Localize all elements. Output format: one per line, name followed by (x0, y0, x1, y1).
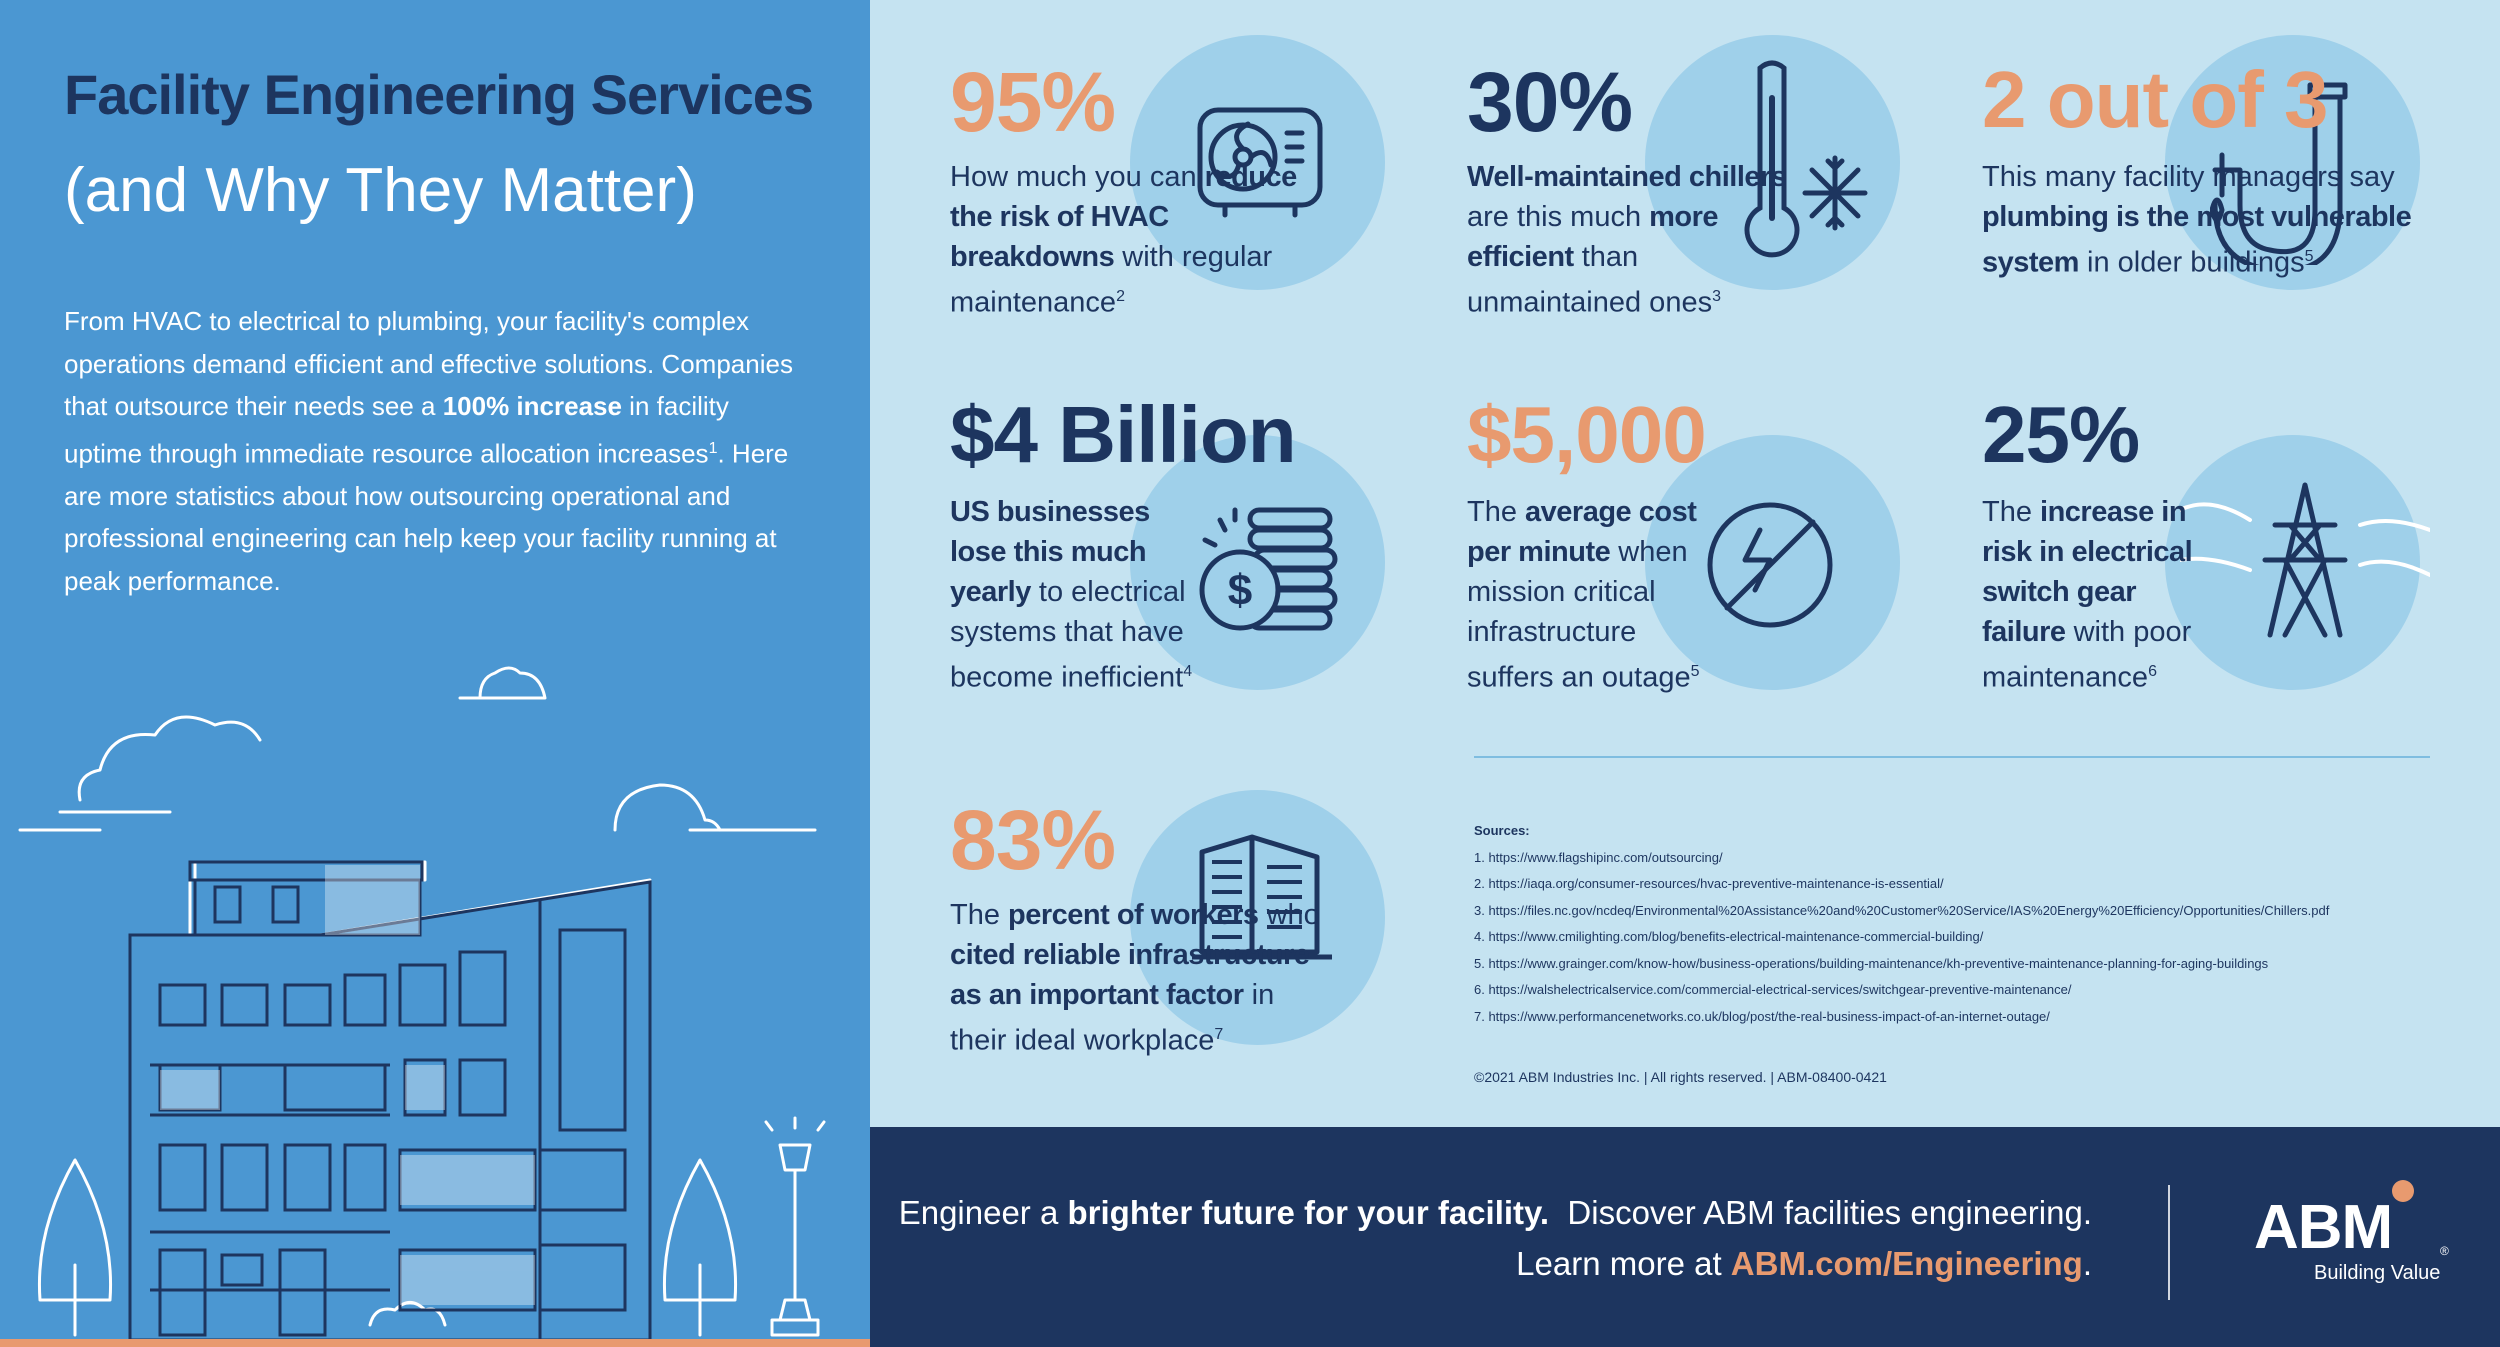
stat-value: $4 Billion (950, 390, 1297, 479)
page-title: Facility Engineering Services (64, 63, 814, 126)
stat-value: 30% (1467, 55, 1633, 149)
abm-logo[interactable]: ABM (2254, 1193, 2393, 1262)
power-tower-icon (2180, 482, 2430, 638)
stat-value: $5,000 (1467, 390, 1707, 479)
divider (1474, 756, 2430, 758)
stat-value: 83% (950, 793, 1116, 887)
hvac-unit-icon (1197, 107, 1323, 218)
stat-description: How much you can reduce the risk of HVAC… (950, 161, 1297, 319)
source-link[interactable]: 2. https://iaqa.org/consumer-resources/h… (1474, 876, 1944, 891)
stat-description: The percent of workers who cited reliabl… (950, 899, 1320, 1057)
copyright: ©2021 ABM Industries Inc. | All rights r… (1474, 1069, 1887, 1085)
stat-description: Well-maintained chillers are this much m… (1467, 161, 1787, 319)
footer-banner (870, 1127, 2500, 1347)
source-link[interactable]: 7. https://www.performancenetworks.co.uk… (1474, 1008, 2050, 1024)
stat-description: US businesses lose this much yearly to e… (950, 496, 1193, 694)
svg-text:$: $ (1228, 566, 1252, 615)
stat-value: 2 out of 3 (1982, 55, 2329, 144)
footer-divider (2168, 1185, 2170, 1300)
cta-line-2: Learn more at ABM.com/Engineering. (1516, 1245, 2092, 1282)
source-link[interactable]: 1. https://www.flagshipinc.com/outsourci… (1474, 849, 1723, 865)
source-link[interactable]: 6. https://walshelectricalservice.com/co… (1474, 982, 2072, 997)
logo-tagline: Building Value (2314, 1262, 2441, 1284)
stat-description: The increase in risk in electrical switc… (1982, 496, 2193, 694)
sources-list: Sources: 1. https://www.flagshipinc.com/… (1474, 818, 2329, 1030)
no-power-icon (1707, 502, 1833, 628)
source-link[interactable]: 4. https://www.cmilighting.com/blog/bene… (1474, 929, 1984, 944)
source-link[interactable]: 5. https://www.grainger.com/know-how/bus… (1474, 955, 2269, 971)
stat-description: The average cost per minute when mission… (1467, 496, 1700, 694)
coins-icon: $ (1199, 507, 1338, 631)
stat-value: 25% (1982, 390, 2140, 479)
bottom-accent-strip (0, 1339, 870, 1347)
building-illustration (18, 666, 826, 1342)
sources-heading: Sources: (1474, 823, 1530, 838)
stat-circle (1130, 35, 1385, 290)
logo-dot (2392, 1180, 2414, 1202)
stat-circle (2165, 35, 2420, 290)
left-panel: Facility Engineering Services (and Why T… (0, 0, 870, 1347)
intro-paragraph: From HVAC to electrical to plumbing, you… (64, 306, 793, 596)
stat-circle (1130, 790, 1385, 1045)
page-subtitle: (and Why They Matter) (64, 156, 697, 225)
registered-mark: ® (2440, 1244, 2449, 1258)
thermometer-snowflake-icon (1744, 60, 1868, 258)
pipe-icon (2210, 82, 2348, 265)
office-building-icon (1192, 834, 1332, 960)
source-link[interactable]: 3. https://files.nc.gov/ncdeq/Environmen… (1474, 902, 2330, 918)
stat-description: This many facility managers say plumbing… (1982, 161, 2412, 279)
cta-line-1: Engineer a brighter future for your faci… (898, 1194, 2092, 1231)
stat-value: 95% (950, 55, 1116, 149)
engineering-link[interactable]: ABM.com/Engineering (1730, 1245, 2083, 1282)
